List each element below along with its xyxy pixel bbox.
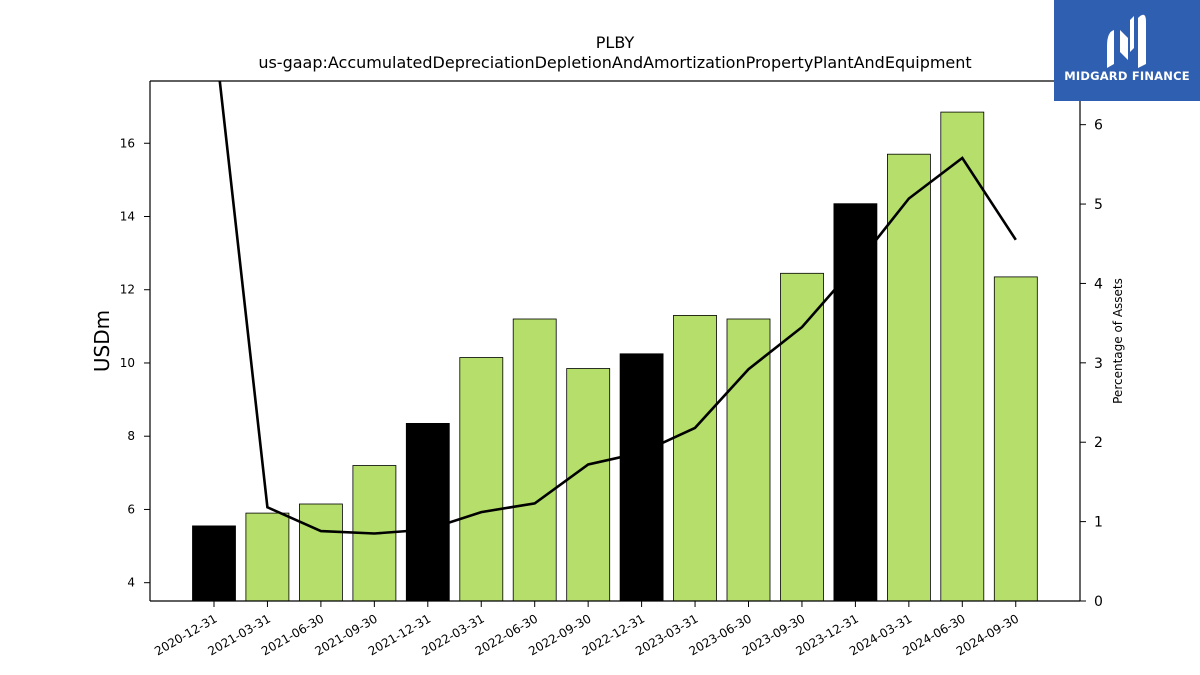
y2-tick-label: 0 (1094, 594, 1103, 610)
bar-2023-03-31 (673, 314, 717, 602)
y-tick-label: 6 (127, 502, 135, 516)
y-tick-label: 8 (127, 429, 135, 443)
y-tick-label: 4 (127, 576, 135, 590)
bar-2022-03-31 (459, 357, 504, 602)
bar-2020-12-31 (192, 525, 236, 602)
logo-text: MIDGARD FINANCE (1064, 69, 1190, 83)
bar-group (192, 111, 1038, 602)
brand-logo: MIDGARD FINANCE (1054, 0, 1200, 101)
bar-2024-03-31 (887, 153, 931, 602)
y2-tick-label: 3 (1094, 356, 1103, 372)
y-tick-label: 12 (120, 283, 135, 297)
y2-tick-label: 6 (1094, 118, 1103, 134)
y2-axis-label: Percentage of Assets (1111, 278, 1125, 404)
bar-2022-09-30 (566, 368, 611, 602)
y-tick-label: 10 (120, 356, 135, 370)
y2-tick-label: 2 (1094, 435, 1103, 451)
bar-2023-12-31 (833, 203, 878, 602)
bar-2021-12-31 (405, 422, 450, 602)
percentage-line (218, 81, 1017, 535)
bar-2023-06-30 (726, 318, 771, 602)
y-tick-label: 14 (120, 209, 135, 223)
bar-2022-12-31 (619, 353, 664, 602)
chart-subtitle: us-gaap:AccumulatedDepreciationDepletion… (258, 53, 971, 72)
bar-2022-06-30 (512, 318, 557, 602)
bar-2024-09-30 (993, 276, 1038, 602)
y2-tick-label: 1 (1094, 515, 1103, 531)
bar-2021-03-31 (245, 512, 290, 602)
chart-title: PLBY (596, 33, 635, 52)
y2-tick-label: 5 (1094, 197, 1103, 213)
y-axis-label: USDm (90, 310, 114, 372)
y-tick-label: 16 (120, 136, 135, 150)
y2-tick-label: 4 (1094, 276, 1103, 292)
line-group (218, 81, 1017, 535)
bar-2021-06-30 (298, 503, 343, 602)
bar-2023-09-30 (780, 272, 824, 602)
bar-2024-06-30 (940, 111, 985, 602)
logo-mark-icon (1107, 14, 1146, 69)
